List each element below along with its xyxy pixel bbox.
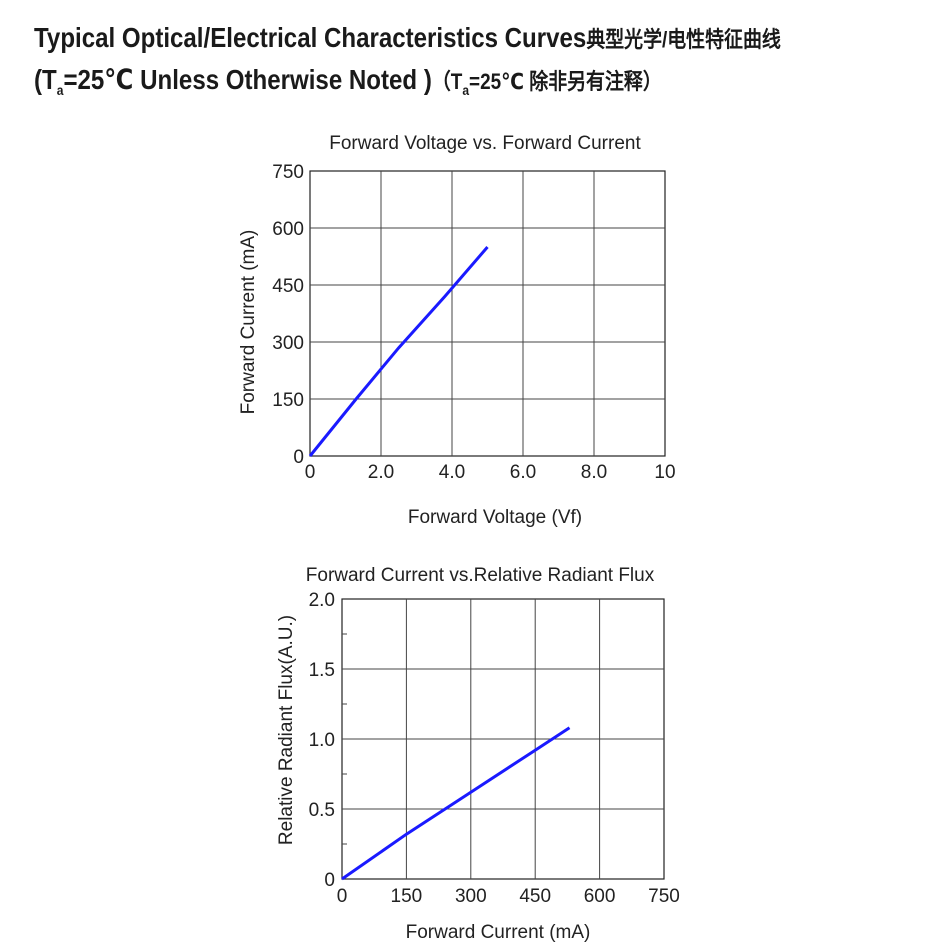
- header-condition-cn-text: =25℃ 除非另有注释）: [469, 69, 662, 94]
- header-condition-open: (T: [34, 64, 57, 95]
- y-tick-label: 0.5: [309, 800, 335, 821]
- chart-title: Forward Voltage vs. Forward Current: [329, 133, 641, 154]
- header-condition-text: =25℃ Unless Otherwise Noted ): [63, 64, 432, 95]
- header-condition-cn-open: （T: [431, 69, 463, 94]
- y-tick-label: 450: [272, 276, 304, 297]
- y-tick-labels: 0 0.5 1.0 1.5 2.0: [309, 590, 335, 891]
- y-tick-label: 150: [272, 390, 304, 411]
- x-tick-label: 6.0: [510, 462, 536, 483]
- x-axis-label: Forward Voltage (Vf): [408, 507, 582, 528]
- y-axis-label: Forward Current (mA): [238, 230, 259, 415]
- chart-title: Forward Current vs.Relative Radiant Flux: [306, 565, 655, 586]
- header-title-english: Typical Optical/Electrical Characteristi…: [34, 22, 587, 53]
- y-tick-labels: 0 150 300 450 600 750: [272, 162, 304, 468]
- header-line-2: (Ta=25℃ Unless Otherwise Noted )（Ta=25℃ …: [34, 60, 781, 110]
- header-condition-subscript: a: [56, 82, 64, 98]
- x-tick-label: 300: [455, 886, 487, 907]
- header-line-1: Typical Optical/Electrical Characteristi…: [34, 18, 781, 60]
- series-line: [341, 726, 571, 881]
- x-tick-label: 750: [648, 886, 680, 907]
- y-tick-label: 0: [293, 447, 304, 468]
- x-tick-label: 2.0: [368, 462, 394, 483]
- chart-forward-voltage-current: Forward Voltage vs. Forward Current 0 2.0…: [238, 133, 676, 528]
- x-tick-labels: 0 150 300 450 600 750: [337, 886, 680, 907]
- y-axis-label: Relative Radiant Flux(A.U.): [276, 615, 297, 845]
- y-tick-label: 1.0: [309, 730, 335, 751]
- x-tick-label: 0: [305, 462, 316, 483]
- x-tick-label: 4.0: [439, 462, 465, 483]
- y-tick-label: 0: [324, 870, 335, 891]
- x-tick-label: 450: [519, 886, 551, 907]
- x-tick-label: 0: [337, 886, 348, 907]
- header-title-chinese: 典型光学/电性特征曲线: [586, 27, 781, 52]
- grid-lines: [310, 171, 665, 456]
- x-tick-label: 600: [584, 886, 616, 907]
- datasheet-header: Typical Optical/Electrical Characteristi…: [34, 18, 902, 110]
- x-axis-label: Forward Current (mA): [406, 922, 591, 943]
- x-tick-label: 150: [391, 886, 423, 907]
- x-tick-label: 8.0: [581, 462, 607, 483]
- y-tick-label: 300: [272, 333, 304, 354]
- y-tick-label: 600: [272, 219, 304, 240]
- x-tick-label: 10: [654, 462, 675, 483]
- chart-current-radiant-flux: Forward Current vs.Relative Radiant Flux…: [276, 565, 680, 943]
- y-tick-label: 750: [272, 162, 304, 183]
- plot-frame: [309, 170, 666, 457]
- grid-lines: [342, 599, 664, 879]
- series-line: [308, 246, 489, 457]
- header-condition-cn-subscript: a: [462, 82, 470, 98]
- y-tick-label: 2.0: [309, 590, 335, 611]
- x-tick-labels: 0 2.0 4.0 6.0 8.0 10: [305, 462, 676, 483]
- y-tick-label: 1.5: [309, 660, 335, 681]
